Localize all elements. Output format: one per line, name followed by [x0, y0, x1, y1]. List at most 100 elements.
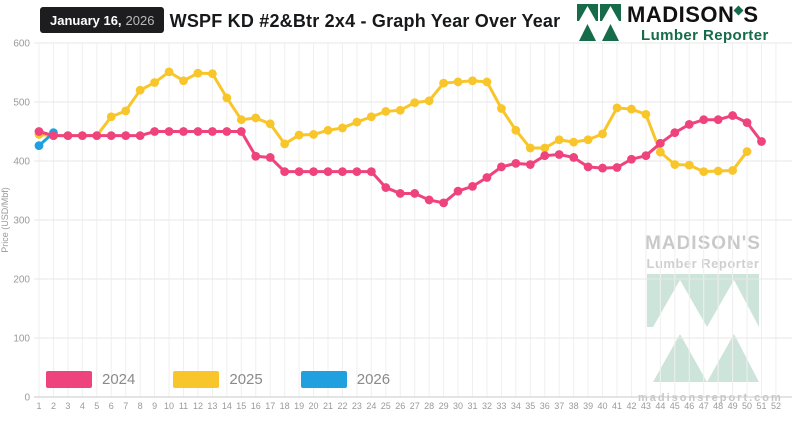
data-point-2024	[352, 167, 362, 177]
x-tick-label: 29	[439, 401, 449, 411]
data-point-2024	[684, 120, 694, 129]
data-point-2025	[583, 135, 593, 145]
x-tick-label: 6	[109, 401, 114, 411]
watermark-site-url: madisonsreport.com	[638, 392, 783, 404]
data-point-2024	[106, 131, 116, 141]
data-point-2025	[728, 166, 737, 175]
legend-item-2024[interactable]: 2024	[46, 371, 135, 388]
data-point-2024	[525, 160, 535, 169]
data-point-2024	[280, 167, 290, 177]
data-point-2024	[713, 115, 723, 125]
x-tick-label: 44	[655, 401, 665, 411]
data-point-2025	[179, 76, 188, 86]
data-point-2025	[193, 68, 203, 78]
data-point-2024	[511, 158, 521, 168]
data-point-2024	[164, 127, 174, 136]
legend-label-2026: 2026	[356, 371, 391, 388]
x-tick-label: 40	[598, 401, 608, 411]
data-point-2024	[583, 162, 593, 172]
data-point-2024	[294, 167, 304, 177]
data-point-2025	[366, 112, 376, 122]
data-point-2025	[121, 106, 131, 116]
data-point-2025	[251, 113, 261, 123]
x-tick-label: 13	[207, 401, 217, 411]
y-tick-label: 100	[13, 334, 30, 345]
brand-name: MADISON S	[627, 2, 759, 27]
x-tick-label: 14	[222, 401, 232, 411]
data-point-2024	[569, 153, 579, 162]
data-point-2025	[699, 167, 709, 177]
badge-date: January 16,	[50, 12, 122, 28]
page-title: WSPF KD #2&Btr 2x4 - Graph Year Over Yea…	[169, 11, 561, 31]
x-tick-label: 17	[265, 401, 275, 411]
data-point-2025	[294, 130, 304, 140]
data-point-2025	[598, 129, 607, 139]
data-point-2025	[554, 135, 564, 145]
x-tick-label: 49	[728, 401, 738, 411]
legend-item-2025[interactable]: 2025	[173, 371, 263, 388]
x-tick-label: 39	[583, 401, 593, 411]
data-point-2025	[540, 143, 550, 153]
data-point-2025	[511, 125, 521, 135]
data-point-2025	[280, 139, 290, 149]
data-point-2024	[641, 151, 651, 161]
data-point-2025	[410, 98, 420, 107]
data-point-2024	[222, 127, 232, 136]
data-point-2024	[179, 127, 188, 136]
data-point-2025	[208, 69, 217, 79]
x-tick-label: 52	[771, 401, 781, 411]
data-point-2025	[482, 77, 492, 87]
data-point-2024	[77, 131, 87, 141]
data-point-2024	[150, 127, 160, 136]
data-point-2024	[236, 127, 246, 136]
x-tick-label: 4	[80, 401, 85, 411]
x-tick-label: 10	[164, 401, 174, 411]
data-point-2024	[699, 115, 709, 125]
x-tick-label: 7	[123, 401, 128, 411]
brand-logo-icon	[577, 4, 621, 41]
x-tick-label: 38	[569, 401, 579, 411]
x-tick-label: 32	[482, 401, 492, 411]
data-point-2024	[309, 167, 318, 177]
y-axis-label: Price (USD/Mbf)	[0, 187, 10, 253]
data-point-2024	[49, 131, 58, 141]
legend-swatch-2025	[173, 371, 220, 388]
x-tick-label: 41	[612, 401, 622, 411]
data-point-2025	[713, 166, 723, 176]
x-tick-label: 19	[294, 401, 304, 411]
data-point-2024	[92, 131, 102, 141]
data-point-2025	[468, 76, 477, 86]
data-point-2024	[338, 167, 347, 177]
x-tick-label: 43	[641, 401, 651, 411]
data-point-2025	[655, 147, 665, 157]
data-point-2025	[424, 96, 434, 106]
y-tick-label: 300	[13, 216, 30, 227]
x-tick-label: 20	[309, 401, 319, 411]
data-point-2024	[63, 131, 73, 141]
y-tick-label: 200	[13, 275, 30, 286]
x-tick-label: 3	[65, 401, 70, 411]
legend-item-2026[interactable]: 2026	[300, 371, 391, 388]
x-tick-label: 37	[554, 401, 564, 411]
data-point-2024	[410, 189, 420, 198]
x-tick-label: 12	[193, 401, 203, 411]
data-point-2025	[641, 109, 651, 119]
data-point-2024	[381, 183, 391, 192]
x-tick-label: 11	[179, 401, 188, 411]
x-tick-label: 51	[756, 401, 766, 411]
x-tick-label: 33	[496, 401, 506, 411]
data-point-2025	[742, 147, 752, 156]
legend-swatch-2026	[300, 371, 347, 388]
data-point-2024	[554, 150, 564, 159]
data-point-2024	[540, 151, 550, 161]
data-point-2024	[453, 186, 463, 196]
x-tick-label: 5	[94, 401, 99, 411]
brand-name-main: MADISON	[627, 2, 735, 27]
x-tick-label: 45	[670, 401, 680, 411]
data-point-2025	[222, 93, 232, 103]
data-point-2025	[135, 85, 145, 95]
y-tick-label: 400	[13, 157, 30, 168]
data-point-2025	[569, 137, 579, 147]
data-point-2026	[34, 141, 44, 151]
